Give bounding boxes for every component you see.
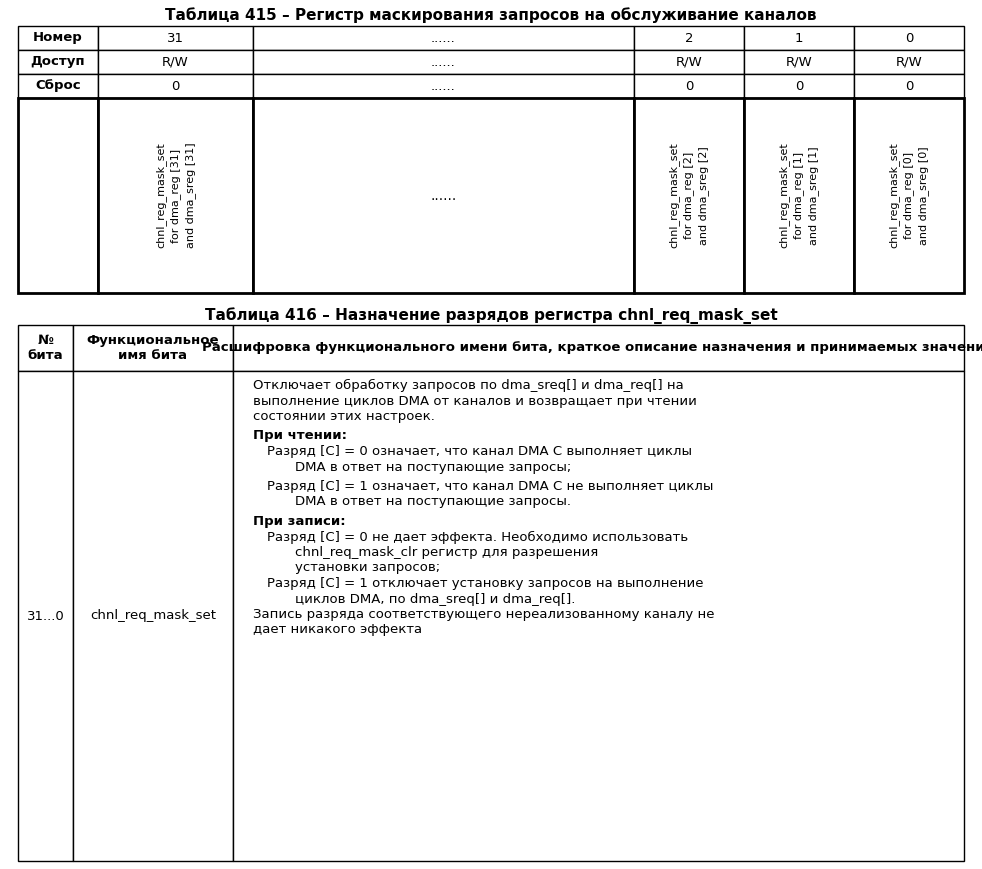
Text: Разряд [C] = 1 отключает установку запросов на выполнение: Разряд [C] = 1 отключает установку запро… [267,577,703,590]
Text: R/W: R/W [676,56,702,69]
Text: 0: 0 [171,79,180,92]
Text: chnl_reg_mask_set
for dma_reg [2]
and dma_sreg [2]: chnl_reg_mask_set for dma_reg [2] and dm… [669,143,709,249]
Text: R/W: R/W [786,56,812,69]
Bar [253,26,634,50]
Text: Функциональное
имя бита: Функциональное имя бита [86,334,219,362]
Text: 0: 0 [794,79,803,92]
Text: 0: 0 [904,31,913,44]
Bar [18,50,98,74]
Text: Запись разряда соответствующего нереализованному каналу не: Запись разряда соответствующего нереализ… [253,608,715,621]
Text: 2: 2 [684,31,693,44]
Text: При записи:: При записи: [253,515,346,528]
Text: Таблица 415 – Регистр маскирования запросов на обслуживание каналов: Таблица 415 – Регистр маскирования запро… [165,7,817,23]
Text: Разряд [C] = 0 не дает эффекта. Необходимо использовать: Разряд [C] = 0 не дает эффекта. Необходи… [267,530,688,544]
Text: Сброс: Сброс [35,79,81,92]
Text: R/W: R/W [162,56,189,69]
Text: При чтении:: При чтении: [253,429,347,442]
Bar [634,26,744,50]
Bar [744,98,854,293]
Bar [854,74,964,98]
Bar [98,26,253,50]
Text: chnl_reg_mask_set
for dma_reg [0]
and dma_sreg [0]: chnl_reg_mask_set for dma_reg [0] and dm… [889,143,929,249]
Bar [253,50,634,74]
Text: ......: ...... [431,79,456,92]
Text: DMA в ответ на поступающие запросы.: DMA в ответ на поступающие запросы. [295,495,571,508]
Text: циклов DMA, по dma_sreq[] и dma_req[].: циклов DMA, по dma_sreq[] и dma_req[]. [295,593,575,606]
Bar [98,98,253,293]
Bar [18,325,73,371]
Bar [98,50,253,74]
Bar [98,74,253,98]
Bar [253,98,634,293]
Bar [253,74,634,98]
Bar [744,50,854,74]
Text: установки запросов;: установки запросов; [295,561,440,574]
Text: chnl_reg_mask_set
for dma_reg [1]
and dma_sreg [1]: chnl_reg_mask_set for dma_reg [1] and dm… [779,143,819,249]
Bar [233,325,964,371]
Text: Разряд [C] = 0 означает, что канал DMA C выполняет циклы: Разряд [C] = 0 означает, что канал DMA C… [267,445,692,458]
Bar [73,325,233,371]
Text: Отключает обработку запросов по dma_sreq[] и dma_req[] на: Отключает обработку запросов по dma_sreq… [253,379,683,392]
Text: 0: 0 [684,79,693,92]
Bar [744,26,854,50]
Text: ......: ...... [431,56,456,69]
Text: ......: ...... [430,189,457,202]
Text: Расшифровка функционального имени бита, краткое описание назначения и принимаемы: Расшифровка функционального имени бита, … [202,342,982,355]
Text: состоянии этих настроек.: состоянии этих настроек. [253,410,435,423]
Text: R/W: R/W [896,56,922,69]
Text: chnl_req_mask_set: chnl_req_mask_set [90,609,216,622]
Text: 31: 31 [167,31,184,44]
Text: выполнение циклов DMA от каналов и возвращает при чтении: выполнение циклов DMA от каналов и возвр… [253,395,697,408]
Text: ......: ...... [431,31,456,44]
Text: Таблица 416 – Назначение разрядов регистра chnl_req_mask_set: Таблица 416 – Назначение разрядов регист… [204,307,778,324]
Text: №
бита: № бита [27,334,63,362]
Bar [854,26,964,50]
Text: 31...0: 31...0 [27,609,65,622]
Text: 0: 0 [904,79,913,92]
Text: Доступ: Доступ [30,56,85,69]
Text: дает никакого эффекта: дает никакого эффекта [253,623,422,636]
Bar [18,26,98,50]
Text: Номер: Номер [33,31,82,44]
Bar [854,98,964,293]
Bar [854,50,964,74]
Bar [744,74,854,98]
Text: 1: 1 [794,31,803,44]
Text: Разряд [C] = 1 означает, что канал DMA C не выполняет циклы: Разряд [C] = 1 означает, что канал DMA C… [267,480,713,493]
Bar [18,74,98,98]
Bar [18,371,73,861]
Text: chnl_reg_mask_set
for dma_reg [31]
and dma_sreg [31]: chnl_reg_mask_set for dma_reg [31] and d… [155,143,195,249]
Bar [73,371,233,861]
Bar [18,98,98,293]
Text: DMA в ответ на поступающие запросы;: DMA в ответ на поступающие запросы; [295,461,572,474]
Bar [634,74,744,98]
Bar [634,50,744,74]
Bar [634,98,744,293]
Bar [233,371,964,861]
Text: chnl_req_mask_clr регистр для разрешения: chnl_req_mask_clr регистр для разрешения [295,546,598,559]
